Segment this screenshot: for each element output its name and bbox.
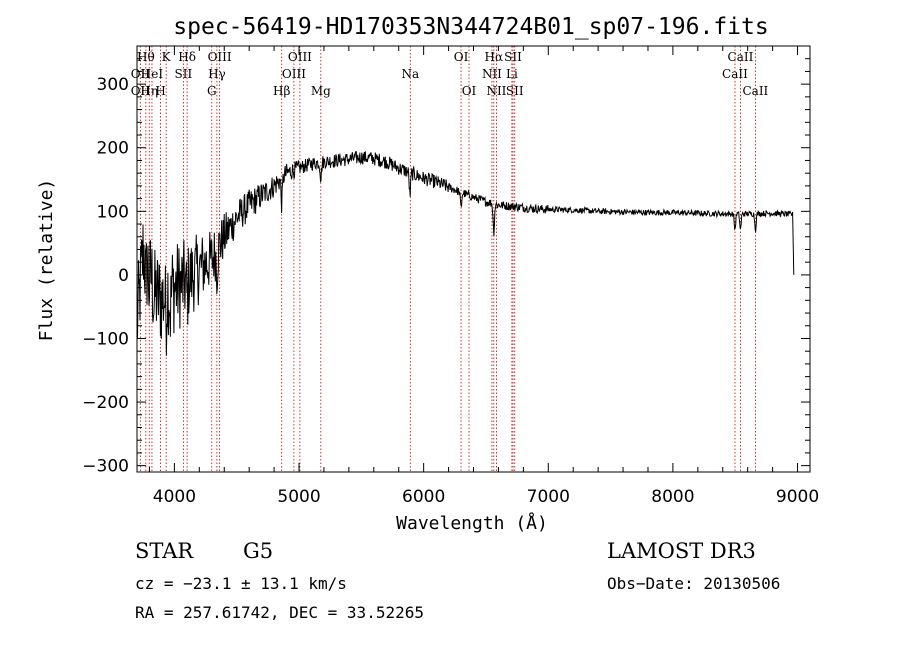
y-tick-label-100: 100 [97,202,129,222]
y-tick-label--300: −300 [82,457,129,477]
coordinates: RA = 257.61742, DEC = 33.52265 [135,603,424,622]
x-tick-label-7000: 7000 [527,487,570,507]
x-tick-label-5000: 5000 [277,487,320,507]
line-id-label-16: Na [401,67,419,81]
line-id-label-20: Hα [485,50,504,64]
line-id-label-9: G [207,84,217,98]
line-id-label-17: OI [454,50,469,64]
y-axis-ticks: −300 −200 −100 0 100 200 300 [82,58,810,477]
line-id-label-14: OIII [288,50,312,64]
survey-name: LAMOST DR3 [607,539,756,563]
line-id-label-3: Hη [140,84,158,98]
line-id-label-15: Mg [311,84,331,98]
plot-frame [136,45,811,473]
line-id-label-7: SII [175,67,193,81]
line-id-label-1: OII [131,84,151,98]
observation-date: Obs−Date: 20130506 [607,574,781,593]
y-tick-label-300: 300 [97,75,129,95]
line-id-label-18: OI [462,84,477,98]
x-tick-label-4000: 4000 [153,487,196,507]
line-id-label-13: OIII [282,67,306,81]
line-id-label-21: NII [486,84,506,98]
chart-title: spec-56419-HD170353N344724B01_sp07-196.f… [173,14,768,40]
line-id-label-5: H [155,84,165,98]
y-axis-label: Flux (relative) [36,179,57,342]
line-id-label-10: Hγ [208,67,226,81]
x-tick-label-6000: 6000 [402,487,445,507]
radial-velocity: cz = −23.1 ± 13.1 km/s [135,574,347,593]
line-id-label-25: CaII [722,67,748,81]
line-id-label-22: Li [506,67,518,81]
x-axis-label: Wavelength (Å) [396,512,548,534]
y-tick-label-200: 200 [97,139,129,159]
line-id-markers [139,46,756,472]
line-id-labels: OIIOIIHθHηHeIHKSIIHδGHγOIIIHβOIIIOIIIMgN… [131,50,769,98]
y-tick-label-0: 0 [118,266,129,286]
x-tick-label-9000: 9000 [776,487,819,507]
y-tick-label--200: −200 [82,393,129,413]
line-id-label-24: SII [506,84,524,98]
line-id-label-8: Hδ [178,50,196,64]
y-tick-label--100: −100 [82,329,129,349]
spectrum-line [136,151,795,356]
object-type: STAR [135,539,194,563]
line-id-label-2: Hθ [137,50,155,64]
line-id-label-19: NII [482,67,502,81]
line-id-label-27: CaII [742,84,768,98]
line-id-label-26: CaII [728,50,754,64]
line-id-label-23: SII [504,50,522,64]
x-axis-ticks: 4000 5000 6000 7000 8000 9000 [148,46,819,507]
line-id-label-11: OIII [208,50,232,64]
spectral-subclass: G5 [243,539,274,563]
line-id-label-4: HeI [141,67,164,81]
line-id-label-12: Hβ [273,84,290,98]
line-id-label-0: OII [131,67,151,81]
line-id-label-6: K [162,50,172,64]
x-tick-label-8000: 8000 [651,487,694,507]
